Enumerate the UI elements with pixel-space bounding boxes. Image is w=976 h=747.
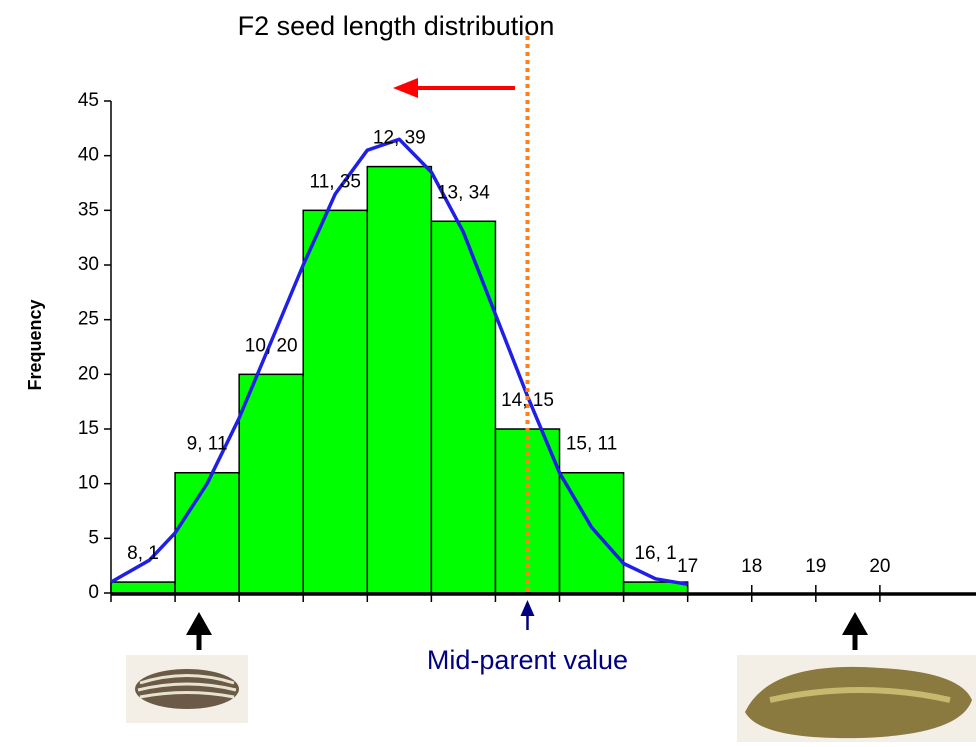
y-tick-label: 10: [78, 473, 99, 494]
data-label: 12, 39: [373, 128, 426, 149]
large-seed-image: [737, 655, 976, 742]
y-axis-label: Frequency: [25, 299, 45, 390]
fit-curve: [110, 137, 688, 587]
y-tick-label: 30: [78, 254, 99, 275]
data-label: 8, 1: [127, 543, 159, 564]
chart-title: F2 seed length distribution: [238, 11, 555, 41]
y-tick-label: 15: [78, 418, 99, 439]
shift-arrow: [393, 78, 515, 98]
parent-arrow: [186, 612, 868, 650]
mid-parent-arrow-head: [520, 600, 535, 616]
data-label: 11, 35: [310, 171, 361, 192]
bar: [238, 373, 304, 594]
data-label: 15, 11: [566, 434, 617, 455]
y-tick-label: 35: [78, 199, 99, 220]
x-tick-label: 18: [741, 556, 762, 577]
mid-parent-label: Mid-parent value: [427, 645, 628, 675]
x-tick-label: 20: [869, 556, 890, 577]
x-tick-label: 19: [805, 556, 826, 577]
y-tick-label: 5: [88, 527, 99, 548]
data-label: 9, 11: [187, 434, 228, 455]
x-tick-label: 17: [677, 556, 698, 577]
data-label: 14, 15: [501, 390, 554, 411]
bar: [302, 209, 369, 594]
data-label: 13, 34: [437, 182, 490, 203]
bar: [366, 165, 433, 594]
data-label: 16, 1: [634, 543, 676, 564]
bar: [110, 581, 176, 594]
data-label: 10, 20: [245, 335, 298, 356]
y-tick-label: 40: [78, 145, 99, 166]
bar: [430, 220, 497, 594]
y-tick-label: 20: [78, 363, 99, 384]
bar: [174, 471, 240, 594]
small-seed-image: [126, 655, 248, 723]
y-tick-label: 0: [88, 582, 99, 603]
y-tick-label: 45: [78, 90, 99, 111]
y-tick-label: 25: [78, 309, 99, 330]
